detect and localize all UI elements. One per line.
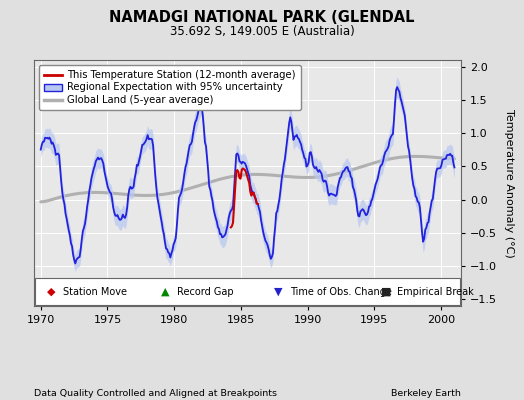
Text: ▲: ▲: [161, 287, 169, 297]
Text: ◆: ◆: [47, 287, 56, 297]
FancyBboxPatch shape: [36, 278, 460, 305]
Text: Berkeley Earth: Berkeley Earth: [391, 389, 461, 398]
Text: Station Move: Station Move: [63, 287, 127, 297]
Text: 35.692 S, 149.005 E (Australia): 35.692 S, 149.005 E (Australia): [170, 25, 354, 38]
Text: Data Quality Controlled and Aligned at Breakpoints: Data Quality Controlled and Aligned at B…: [34, 389, 277, 398]
Text: ■: ■: [381, 287, 391, 297]
Text: ▼: ▼: [274, 287, 283, 297]
Text: NAMADGI NATIONAL PARK (GLENDAL: NAMADGI NATIONAL PARK (GLENDAL: [109, 10, 415, 25]
Legend: This Temperature Station (12-month average), Regional Expectation with 95% uncer: This Temperature Station (12-month avera…: [39, 65, 301, 110]
Text: Record Gap: Record Gap: [177, 287, 234, 297]
Text: Time of Obs. Change: Time of Obs. Change: [290, 287, 392, 297]
Text: Empirical Break: Empirical Break: [397, 287, 474, 297]
Y-axis label: Temperature Anomaly (°C): Temperature Anomaly (°C): [504, 109, 514, 257]
